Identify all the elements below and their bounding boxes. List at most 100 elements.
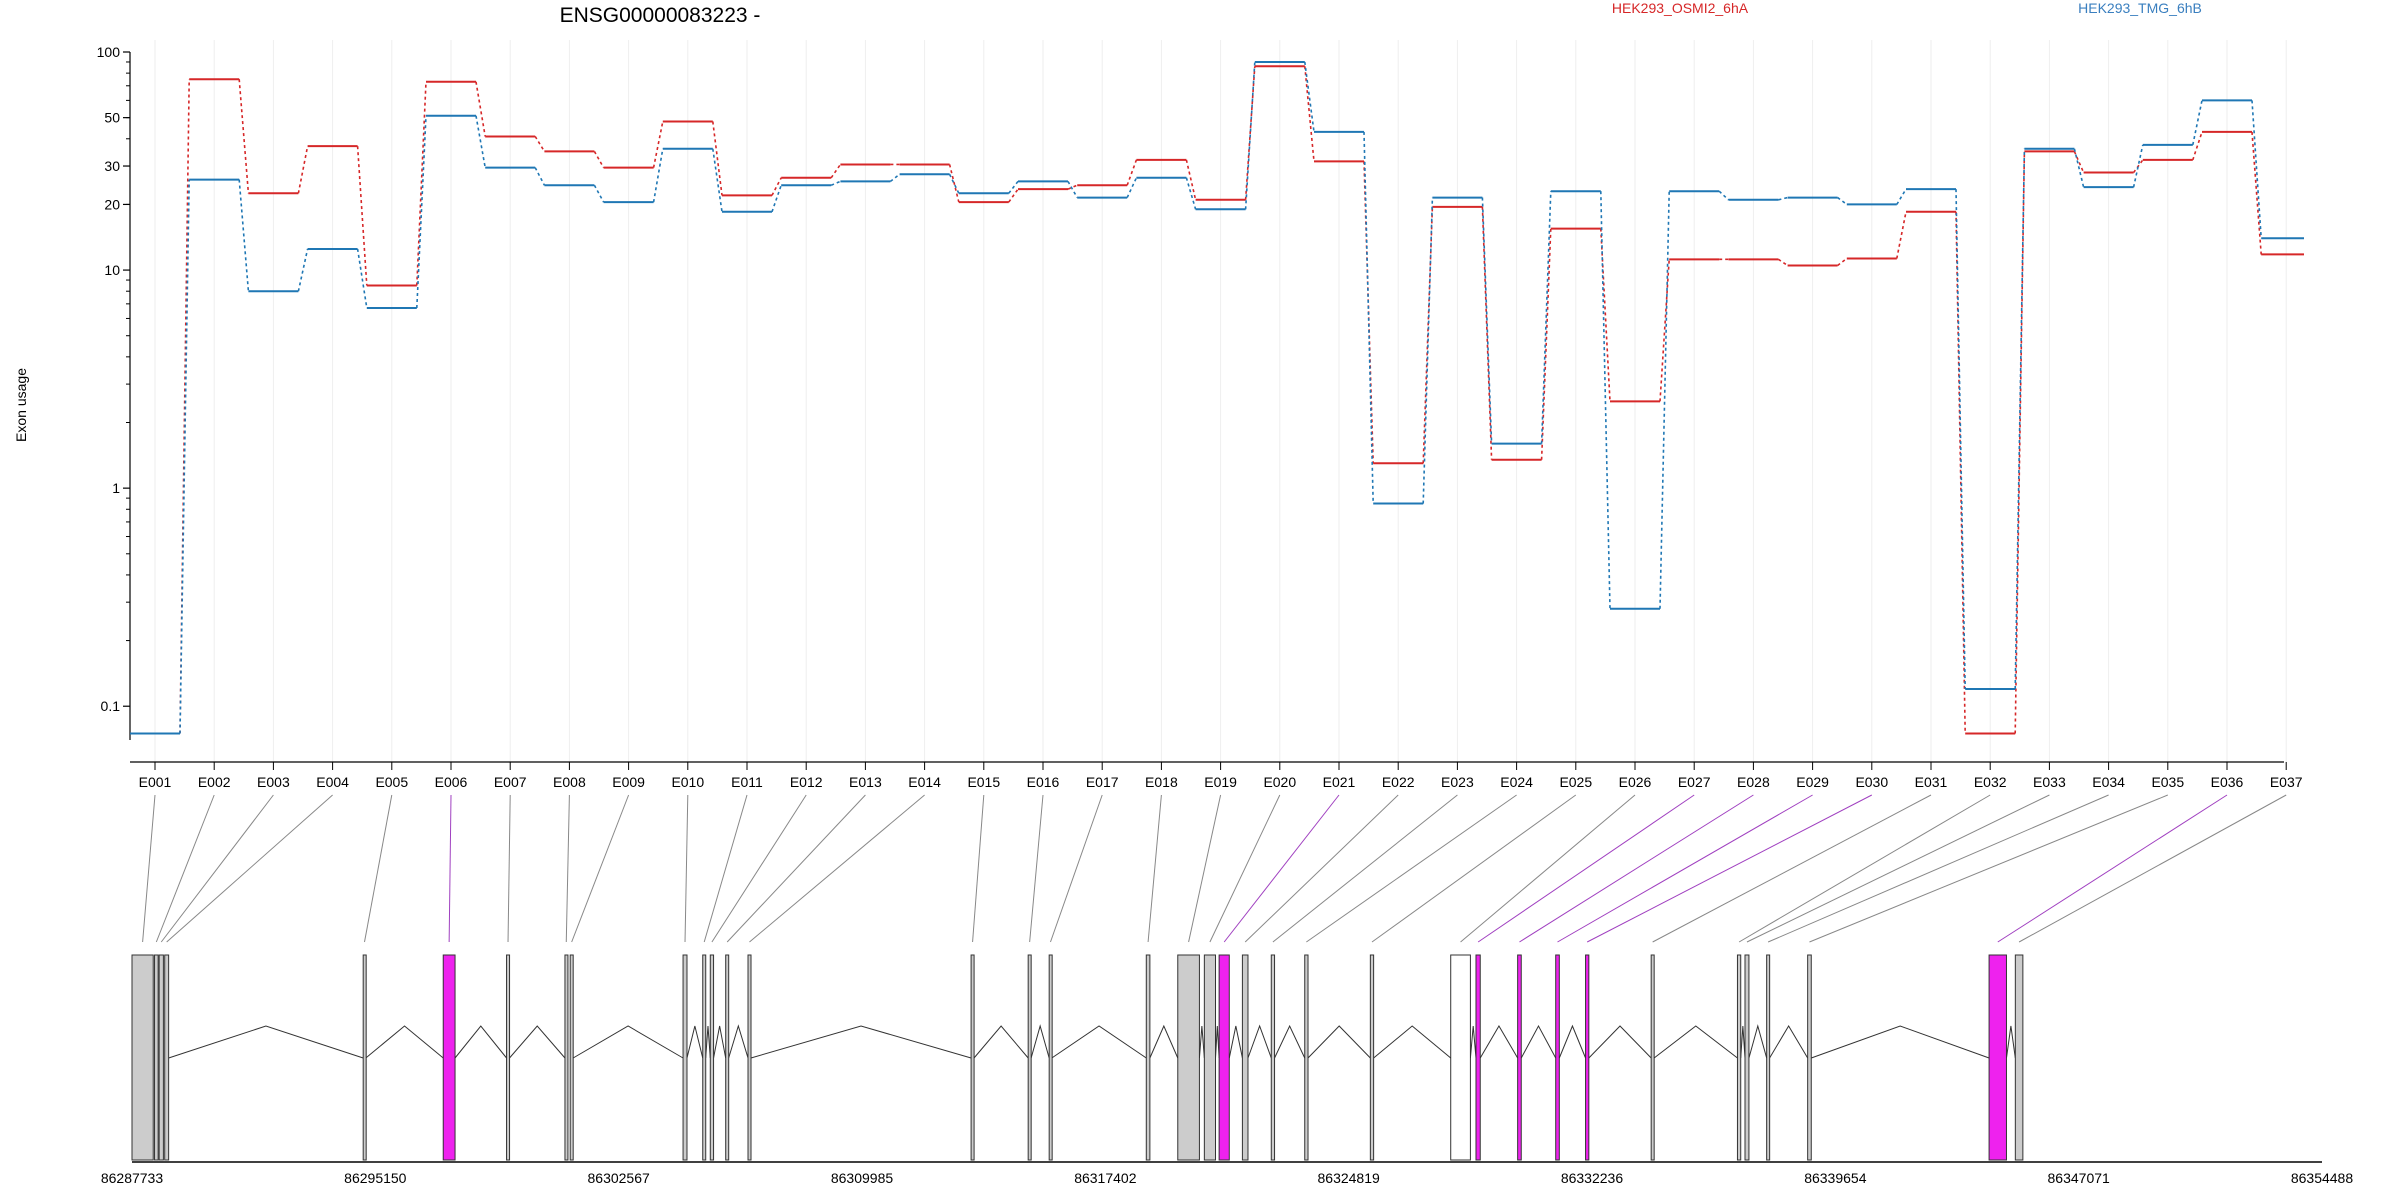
x-tick-label: E024 (1500, 774, 1533, 790)
series-1-transition (712, 121, 723, 196)
x-tick-label: E033 (2033, 774, 2066, 790)
x-tick-label: E030 (1855, 774, 1888, 790)
series-1-transition (1837, 257, 1848, 267)
intron (168, 1025, 364, 1059)
x-tick-label: E037 (2270, 774, 2303, 790)
intron (1149, 1024, 1179, 1059)
intron (1588, 1025, 1652, 1059)
series-2-transition (2192, 100, 2203, 146)
exon-box-e007 (506, 954, 511, 1161)
exon-box-e026 (1450, 954, 1471, 1161)
genomic-axis: 86287733 86295150 86302567 86309985 86317402… (101, 1161, 2353, 1186)
grid (154, 40, 2287, 762)
link-line-e022 (1244, 794, 1399, 943)
intron (1215, 1025, 1220, 1059)
x-tick-label: E035 (2151, 774, 2184, 790)
x-tick-label: E018 (1145, 774, 1178, 790)
link-line-e036 (1997, 794, 2228, 943)
genomic-tick-label: 86317402 (1074, 1170, 1137, 1186)
link-line-e006 (448, 794, 452, 943)
intron (1811, 1025, 1990, 1059)
series-2-transition (238, 179, 250, 292)
link-line-e005 (364, 794, 393, 943)
link-line-e019 (1188, 794, 1222, 943)
intron (713, 1025, 727, 1059)
intron (1740, 1025, 1746, 1059)
x-tick-label: E007 (494, 774, 527, 790)
exon-box-e037 (2014, 954, 2024, 1161)
x-tick-label: E002 (198, 774, 231, 790)
series-2 (130, 60, 2304, 735)
series-1-transition (356, 146, 368, 286)
series-2-transition (356, 248, 368, 309)
link-line-e027 (1477, 794, 1695, 943)
link-line-e013 (726, 794, 866, 943)
series-1-transition (830, 164, 842, 179)
series-1-transition (1304, 66, 1315, 162)
series-2-transition (416, 115, 427, 309)
series-2-transition (1718, 190, 1729, 201)
series-1-transition (1185, 159, 1197, 200)
intron (1469, 1025, 1477, 1059)
series-2-transition (1896, 188, 1907, 205)
exon-box-e031 (1650, 954, 1655, 1161)
exon-box-e008 (564, 954, 569, 1161)
series-2-transition (889, 173, 901, 183)
link-line-e018 (1147, 794, 1162, 943)
series-1-transition (948, 164, 960, 203)
exon-box-e002 (154, 954, 159, 1161)
intron (705, 1025, 711, 1059)
series-2-transition (2251, 100, 2262, 239)
series-2-transition (475, 115, 486, 168)
link-line-e003 (160, 794, 274, 943)
series-2-transition (1955, 189, 1966, 689)
series-2-transition (712, 148, 723, 212)
link-line-e015 (972, 794, 985, 943)
x-tick-label: E032 (1974, 774, 2007, 790)
series-2-transition (534, 167, 546, 186)
link-line-e030 (1586, 794, 1873, 943)
series-2-transition (830, 180, 841, 186)
intron (509, 1025, 566, 1059)
series-2-transition (1008, 180, 1019, 194)
intron (1479, 1025, 1519, 1059)
series-1-transition (1777, 258, 1789, 267)
y-tick-label: 20 (104, 196, 120, 212)
series-1-transition (1244, 66, 1256, 200)
x-tick-label: E034 (2092, 774, 2125, 790)
exon-box-e011 (702, 954, 707, 1161)
series-2-transition (1659, 191, 1670, 609)
series-2-transition (1244, 61, 1256, 210)
exon-box-e035 (1807, 954, 1812, 1161)
exon-box-e028 (1517, 954, 1522, 1161)
series-1-transition (238, 79, 250, 194)
exon-box-e014 (747, 954, 752, 1161)
link-line-e014 (749, 794, 925, 943)
x-tick-label: E025 (1559, 774, 1592, 790)
series-1-transition (1126, 159, 1138, 186)
exon-box-e024 (1304, 954, 1309, 1161)
series-2-transition (652, 148, 664, 203)
link-line-e028 (1519, 794, 1754, 943)
series-2-transition (1363, 131, 1374, 504)
x-tick-label: E012 (790, 774, 823, 790)
x-tick-label: E013 (849, 774, 882, 790)
exon-box-e020 (1203, 954, 1217, 1161)
link-line-e029 (1557, 794, 1813, 943)
exon-box-e019 (1177, 954, 1200, 1161)
x-tick-label: E029 (1796, 774, 1829, 790)
series-2-transition (2073, 148, 2085, 188)
genomic-tick-label: 86324819 (1318, 1170, 1381, 1186)
intron (728, 1024, 749, 1059)
exon-box-e016 (1027, 954, 1032, 1161)
legend-entry-2: HEK293_TMG_6hB (2078, 0, 2202, 16)
exon-box-e010 (682, 954, 688, 1161)
intron (1274, 1024, 1306, 1059)
intron (1247, 1024, 1272, 1059)
x-tick-label: E019 (1204, 774, 1237, 790)
exon-box-e027 (1475, 954, 1481, 1161)
series-2-transition (1422, 197, 1434, 504)
link-line-e032 (1738, 794, 1991, 943)
series-1-transition (2073, 151, 2085, 173)
exon-box-e036 (1988, 954, 2007, 1161)
